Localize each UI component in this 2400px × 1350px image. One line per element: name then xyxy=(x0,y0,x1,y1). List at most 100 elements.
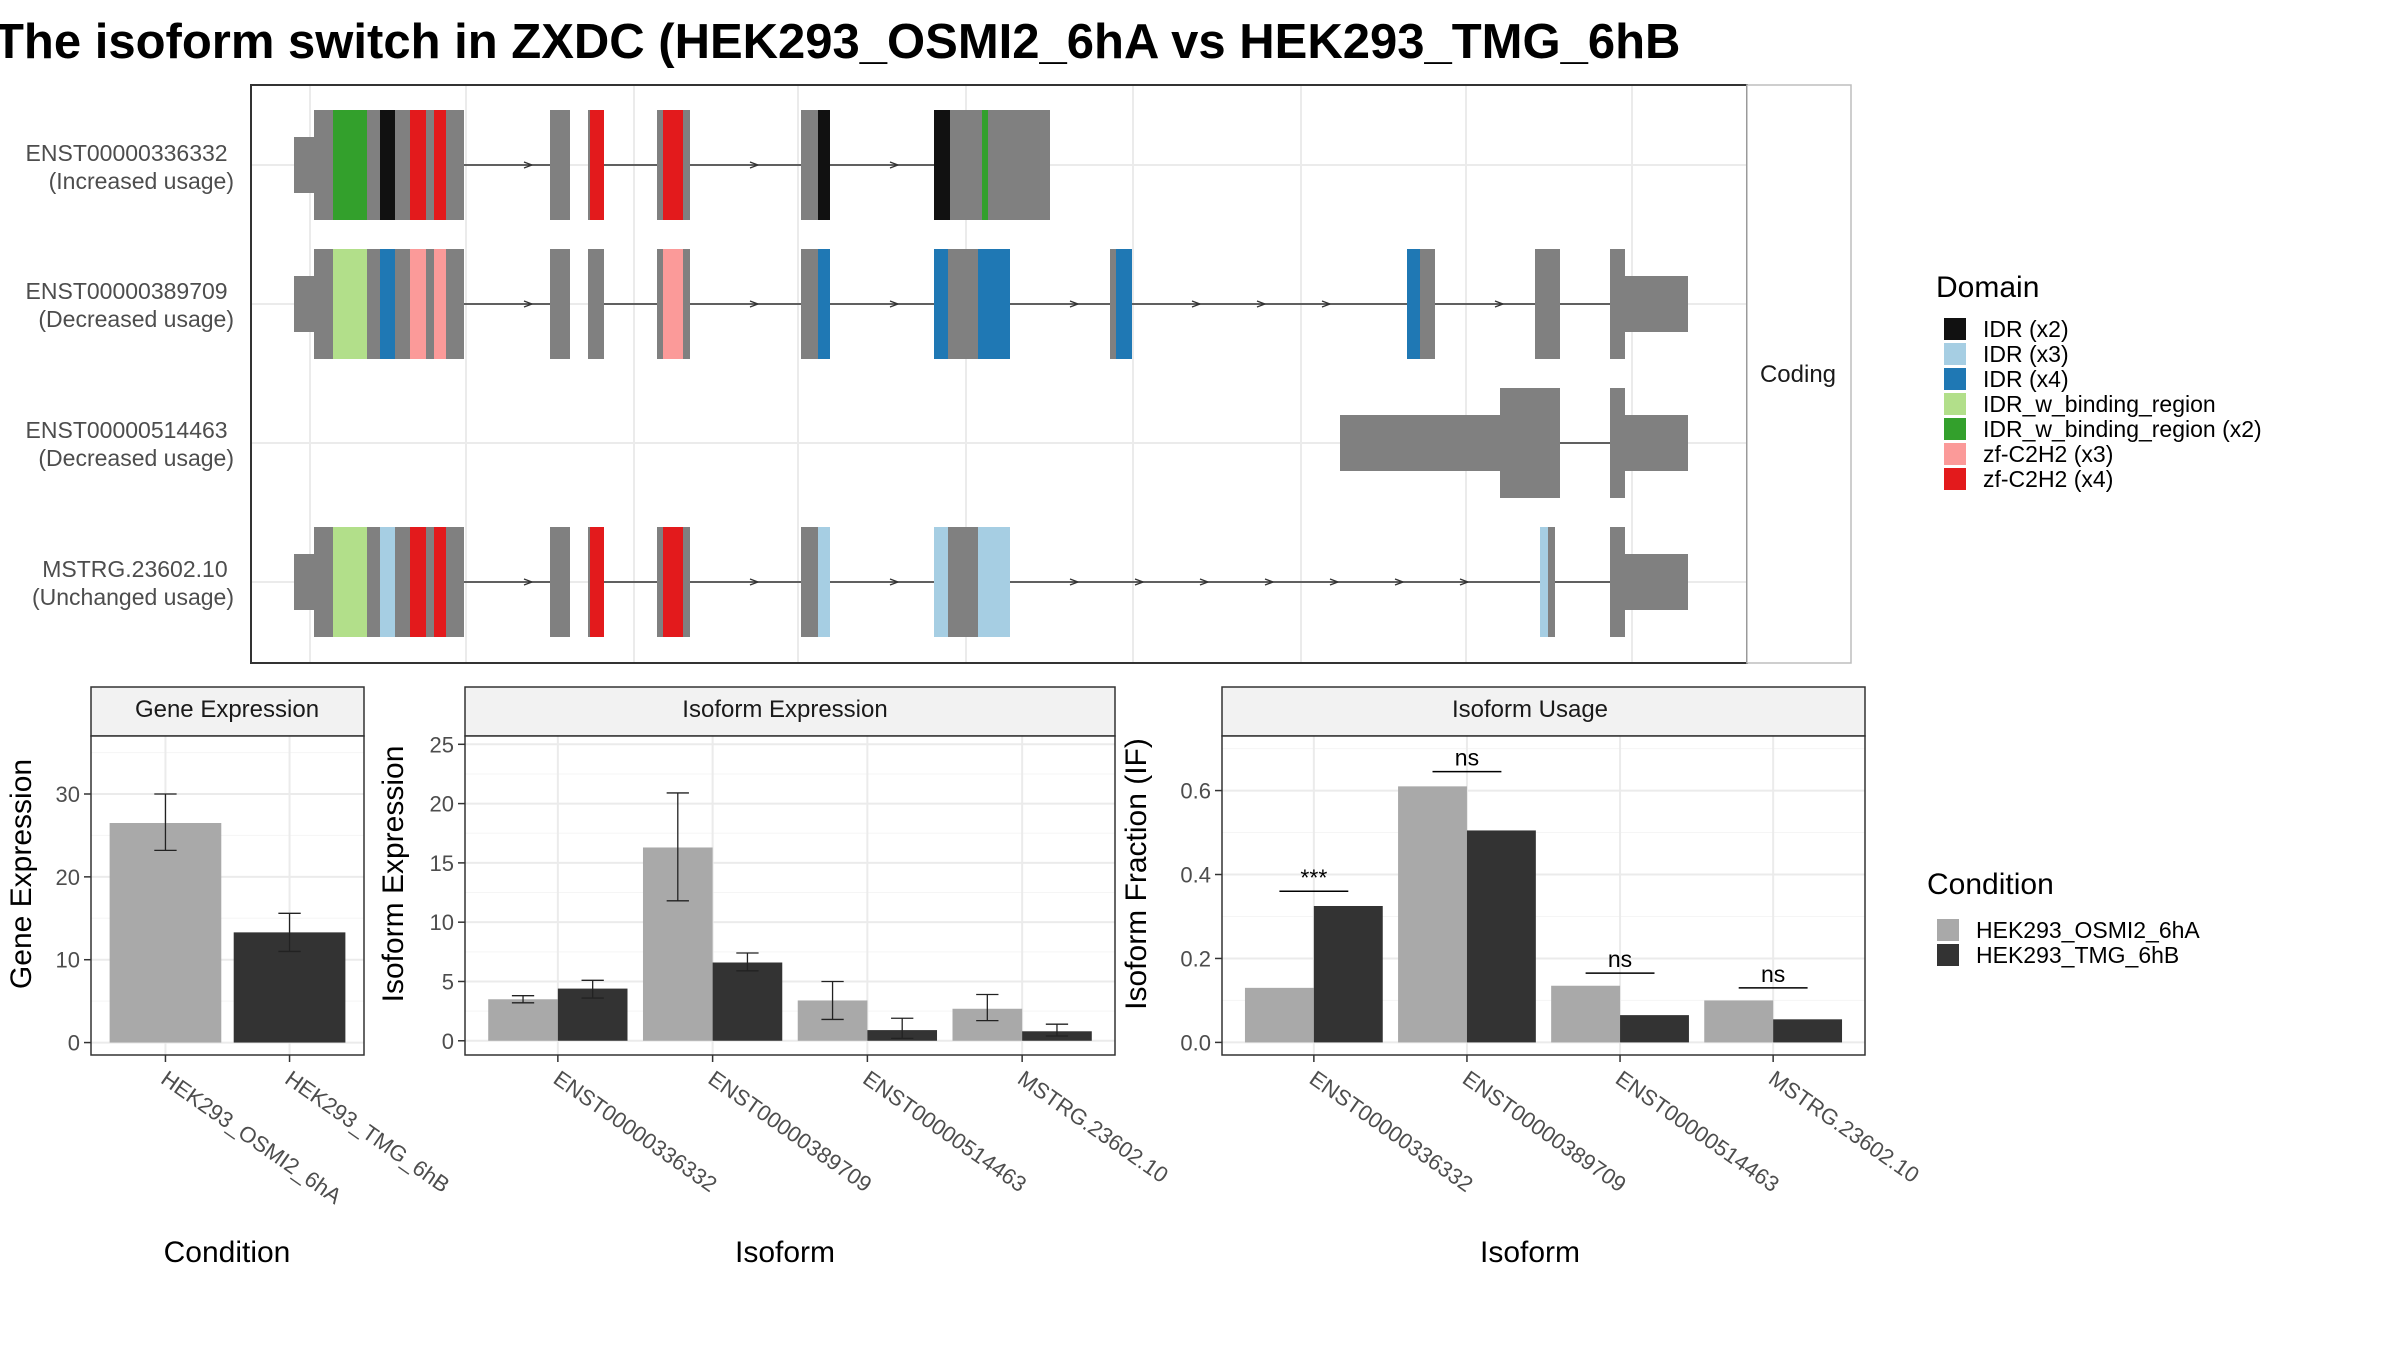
bars xyxy=(488,792,1092,1041)
intron-arrow xyxy=(749,300,760,308)
facet-strip xyxy=(464,686,1116,737)
transcript-id-2: ENST00000389709 xyxy=(26,278,228,304)
x-tick-label: ENST00000336332 xyxy=(1305,1066,1478,1197)
domain-legend-label: zf-C2H2 (x3) xyxy=(1983,441,2113,467)
intron-arrow xyxy=(1494,300,1505,308)
domain-legend-label: IDR (x4) xyxy=(1983,366,2069,392)
intron-arrow xyxy=(1329,578,1340,586)
domain-segment xyxy=(818,527,830,637)
domain-legend-swatch xyxy=(1944,318,1966,340)
gene-expression-xlabel: Condition xyxy=(164,1236,291,1269)
x-tick-label: ENST00000514463 xyxy=(859,1066,1032,1197)
domain-legend-swatch xyxy=(1944,368,1966,390)
domain-segment xyxy=(333,110,367,220)
domain-legend-title: Domain xyxy=(1936,271,2039,304)
intron-arrow xyxy=(1394,578,1405,586)
domain-segment xyxy=(934,527,948,637)
transcript-usage-1: (Increased usage) xyxy=(49,168,234,194)
transcript-label-4: MSTRG.23602.10 (Unchanged usage) xyxy=(32,556,234,610)
x-tick-label: MSTRG.23602.10 xyxy=(1764,1066,1924,1188)
transcript-usage-4: (Unchanged usage) xyxy=(32,584,234,610)
domain-segment xyxy=(434,527,446,637)
y-tick-label: 0.0 xyxy=(1180,1030,1211,1055)
transcript-id-3: ENST00000514463 xyxy=(26,417,228,443)
intron-arrow xyxy=(1321,300,1332,308)
domain-segment xyxy=(663,110,683,220)
intron-arrow xyxy=(1459,578,1470,586)
domain-legend-label: IDR (x2) xyxy=(1983,316,2069,342)
gridlines xyxy=(465,736,1115,1055)
x-axis-ticks: ENST00000336332ENST00000389709ENST000005… xyxy=(1305,1055,1924,1197)
domain-legend-swatch xyxy=(1944,343,1966,365)
bar-ENST00000389709-HEK293_TMG_6hB xyxy=(1466,830,1536,1043)
domain-segment xyxy=(333,249,367,359)
intron-arrow xyxy=(1069,300,1080,308)
gene-expression-strip-label: Gene Expression xyxy=(135,696,319,723)
domain-segment xyxy=(590,110,604,220)
domain-segment xyxy=(934,110,950,220)
transcript-structure-4 xyxy=(294,527,1688,637)
domain-legend-label: IDR (x3) xyxy=(1983,341,2069,367)
isoform-usage-xlabel: Isoform xyxy=(1480,1236,1580,1269)
intron-arrow xyxy=(523,161,534,169)
significance-label: ns xyxy=(1761,961,1785,987)
domain-legend-items: IDR (x2)IDR (x3)IDR (x4)IDR_w_binding_re… xyxy=(1944,316,2262,492)
y-tick-label: 0.2 xyxy=(1180,946,1211,971)
bars xyxy=(109,793,346,1043)
exon-block xyxy=(1535,249,1560,359)
isoform-expression-xlabel: Isoform xyxy=(735,1236,835,1269)
exon-block xyxy=(550,110,570,220)
domain-segment xyxy=(380,527,395,637)
exon-block xyxy=(550,249,570,359)
coding-facet-strip xyxy=(1746,84,1852,664)
intron-arrow xyxy=(1256,300,1267,308)
domain-segment xyxy=(663,527,683,637)
plot-border xyxy=(464,735,1116,1056)
y-axis-ticks: 0 5 10 15 20 25 xyxy=(430,732,465,1054)
significance-label: ns xyxy=(1455,745,1479,771)
significance-annotations: *** ns ns ns xyxy=(1279,745,1808,989)
exon-block xyxy=(1610,527,1625,637)
intron-arrow xyxy=(889,161,900,169)
domain-segment xyxy=(333,527,367,637)
utr-block xyxy=(294,554,314,610)
domain-segment xyxy=(410,110,426,220)
plot-border xyxy=(1221,735,1866,1056)
y-tick-label: 30 xyxy=(56,782,80,807)
y-tick-label: 0 xyxy=(68,1031,80,1056)
domain-segment xyxy=(380,110,395,220)
intron-arrow xyxy=(889,300,900,308)
domain-segment xyxy=(590,527,604,637)
plot-border xyxy=(90,735,365,1056)
domain-segment xyxy=(1407,249,1420,359)
utr-block xyxy=(1625,415,1688,471)
domain-segment xyxy=(410,249,426,359)
bar-MSTRG.23602.10-HEK293_TMG_6hB xyxy=(1773,1019,1843,1043)
exon-block xyxy=(588,249,604,359)
domain-segment xyxy=(434,249,446,359)
domain-segment xyxy=(978,527,1010,637)
domain-legend-swatch xyxy=(1944,418,1966,440)
utr-block xyxy=(1625,554,1688,610)
coding-facet-label: Coding xyxy=(1760,361,1836,388)
bar-ENST00000389709-HEK293_TMG_6hB xyxy=(712,962,783,1041)
x-tick-label: ENST00000389709 xyxy=(1458,1066,1631,1197)
intron-arrow xyxy=(749,161,760,169)
transcript-structure-3 xyxy=(1340,388,1688,498)
intron-arrow xyxy=(1069,578,1080,586)
figure-title: The isoform switch in ZXDC (HEK293_OSMI2… xyxy=(0,15,1680,69)
intron-arrow xyxy=(1199,578,1210,586)
exon-block xyxy=(1500,388,1560,498)
y-tick-label: 0.6 xyxy=(1180,779,1211,804)
domain-legend: Domain IDR (x2)IDR (x3)IDR (x4)IDR_w_bin… xyxy=(1936,271,2262,492)
gene-expression-ylabel: Gene Expression xyxy=(5,759,38,989)
y-tick-label: 20 xyxy=(430,792,454,817)
isoform-usage-panel: ***nsnsns0.00.20.40.6ENST00000336332ENST… xyxy=(1120,686,1924,1269)
domain-legend-swatch xyxy=(1944,443,1966,465)
bar-MSTRG.23602.10-HEK293_OSMI2_6hA xyxy=(1704,1000,1774,1043)
utr-block xyxy=(1625,276,1688,332)
isoform-expression-ylabel: Isoform Expression xyxy=(377,746,410,1003)
transcript-usage-3: (Decreased usage) xyxy=(38,445,234,471)
